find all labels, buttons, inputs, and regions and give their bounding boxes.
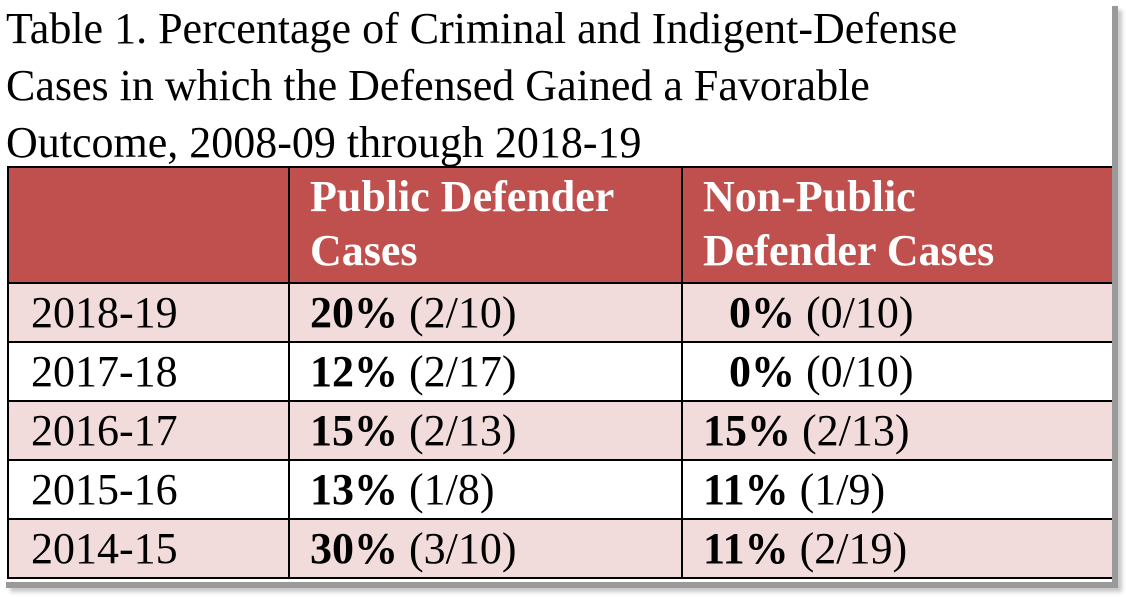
year-cell: 2018-19 [7, 282, 290, 343]
header-year-cell [7, 166, 290, 284]
caption-line-2: Cases in which the Defensed Gained a Fav… [6, 61, 870, 110]
table-figure: Table 1. Percentage of Criminal and Indi… [6, 0, 1112, 579]
non-public-defender-percent: 11% [703, 464, 789, 514]
non-public-defender-cell: 11% (1/9) [681, 459, 1112, 520]
caption-line-3: Outcome, 2008-09 through 2018-19 [6, 118, 642, 167]
public-defender-ratio: (3/10) [398, 523, 517, 573]
year-cell: 2016-17 [7, 400, 290, 461]
non-public-defender-percent: 0% [729, 346, 795, 396]
table-row: 2015-16 13% (1/8) 11% (1/9) [7, 459, 1112, 520]
non-public-defender-ratio: (2/19) [788, 523, 908, 573]
header-non-public-defender: Non-Public Defender Cases [681, 166, 1112, 284]
non-public-defender-percent: 0% [729, 287, 795, 337]
public-defender-cell: 20% (2/10) [288, 282, 683, 343]
non-public-defender-percent: 11% [703, 523, 789, 573]
header-non-public-defender-line-2: Defender Cases [703, 226, 995, 275]
non-public-defender-cell: 11% (2/19) [681, 518, 1112, 579]
public-defender-cell: 13% (1/8) [288, 459, 683, 520]
public-defender-ratio: (2/17) [398, 346, 517, 396]
non-public-defender-cell: 0% (0/10) [681, 341, 1112, 402]
table-row: 2018-19 20% (2/10) 0% (0/10) [7, 282, 1112, 343]
public-defender-cell: 30% (3/10) [288, 518, 683, 579]
public-defender-percent: 13% [310, 464, 398, 514]
non-public-defender-ratio: (2/13) [791, 405, 910, 455]
year-cell: 2017-18 [7, 341, 290, 402]
header-public-defender-line-1: Public Defender [310, 172, 615, 221]
outcome-table: Public Defender Cases Non-Public Defende… [7, 166, 1112, 579]
public-defender-percent: 15% [310, 405, 398, 455]
public-defender-percent: 20% [310, 287, 398, 337]
header-row: Public Defender Cases Non-Public Defende… [7, 166, 1112, 284]
year-cell: 2015-16 [7, 459, 290, 520]
public-defender-ratio: (1/8) [398, 464, 495, 514]
public-defender-cell: 15% (2/13) [288, 400, 683, 461]
header-public-defender: Public Defender Cases [288, 166, 683, 284]
header-non-public-defender-line-1: Non-Public [703, 172, 916, 221]
public-defender-percent: 12% [310, 346, 398, 396]
caption-line-1: Table 1. Percentage of Criminal and Indi… [6, 4, 958, 53]
non-public-defender-ratio: (0/10) [795, 346, 914, 396]
table-row: 2014-15 30% (3/10) 11% (2/19) [7, 518, 1112, 579]
header-public-defender-line-2: Cases [310, 226, 418, 275]
year-cell: 2014-15 [7, 518, 290, 579]
non-public-defender-percent: 15% [703, 405, 791, 455]
public-defender-cell: 12% (2/17) [288, 341, 683, 402]
table-body: 2018-19 20% (2/10) 0% (0/10) 2017-18 12%… [7, 282, 1112, 579]
non-public-defender-ratio: (1/9) [788, 464, 886, 514]
public-defender-ratio: (2/13) [398, 405, 517, 455]
table-caption: Table 1. Percentage of Criminal and Indi… [6, 0, 1106, 171]
table-header: Public Defender Cases Non-Public Defende… [7, 166, 1112, 284]
non-public-defender-cell: 0% (0/10) [681, 282, 1112, 343]
non-public-defender-cell: 15% (2/13) [681, 400, 1112, 461]
public-defender-percent: 30% [310, 523, 398, 573]
non-public-defender-ratio: (0/10) [795, 287, 914, 337]
table-row: 2017-18 12% (2/17) 0% (0/10) [7, 341, 1112, 402]
table-row: 2016-17 15% (2/13) 15% (2/13) [7, 400, 1112, 461]
public-defender-ratio: (2/10) [398, 287, 517, 337]
